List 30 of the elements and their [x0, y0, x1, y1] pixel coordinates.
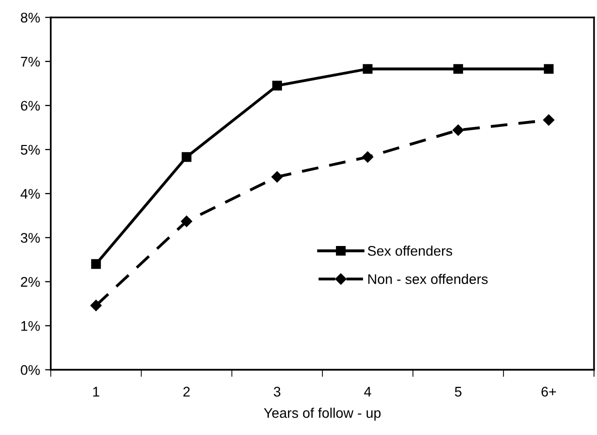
y-tick-label: 6%	[20, 100, 40, 111]
point	[362, 64, 373, 74]
point	[452, 124, 464, 136]
point	[272, 171, 283, 182]
legend-label: Sex offenders	[368, 246, 452, 256]
point	[91, 259, 101, 269]
y-tick-label: 7%	[20, 56, 40, 67]
y-tick-label: 5%	[20, 144, 40, 155]
legend-label: Non - sex offenders	[368, 274, 488, 284]
y-tick-label: 4%	[20, 188, 40, 199]
x-axis-title: Years of follow - up	[264, 408, 381, 421]
point	[453, 64, 464, 74]
x-tick-label: 1	[93, 386, 100, 396]
y-tick-label: 1%	[21, 321, 40, 331]
point	[180, 216, 192, 227]
point	[362, 151, 374, 163]
point	[90, 300, 102, 312]
y-tick-label: 0%	[20, 365, 40, 375]
point	[544, 64, 554, 74]
point	[543, 114, 554, 126]
y-tick-label: 3%	[20, 232, 40, 243]
point	[272, 80, 282, 91]
x-tick-label: 5	[454, 386, 462, 397]
x-tick-label: 6+	[542, 386, 556, 397]
x-tick-label: 2	[183, 386, 190, 396]
x-tick-label: 4	[364, 386, 372, 396]
point	[182, 152, 192, 162]
y-tick-label: 2%	[20, 276, 40, 287]
x-tick-label: 3	[274, 386, 280, 397]
y-tick-label: 8%	[20, 12, 40, 23]
